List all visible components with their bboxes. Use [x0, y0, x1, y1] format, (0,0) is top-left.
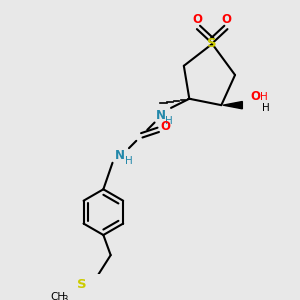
Text: H: H	[262, 103, 270, 113]
Text: H: H	[125, 156, 133, 166]
Text: S: S	[207, 38, 217, 50]
Text: O: O	[222, 13, 232, 26]
Text: O: O	[160, 120, 170, 133]
Text: H: H	[165, 116, 173, 126]
Text: O: O	[250, 90, 260, 104]
Text: N: N	[115, 149, 125, 162]
Text: 3: 3	[63, 295, 68, 300]
Text: N: N	[156, 109, 166, 122]
Text: O: O	[193, 13, 202, 26]
Text: H: H	[260, 92, 268, 102]
Polygon shape	[223, 101, 242, 109]
Text: S: S	[76, 278, 86, 291]
Text: CH: CH	[50, 292, 65, 300]
